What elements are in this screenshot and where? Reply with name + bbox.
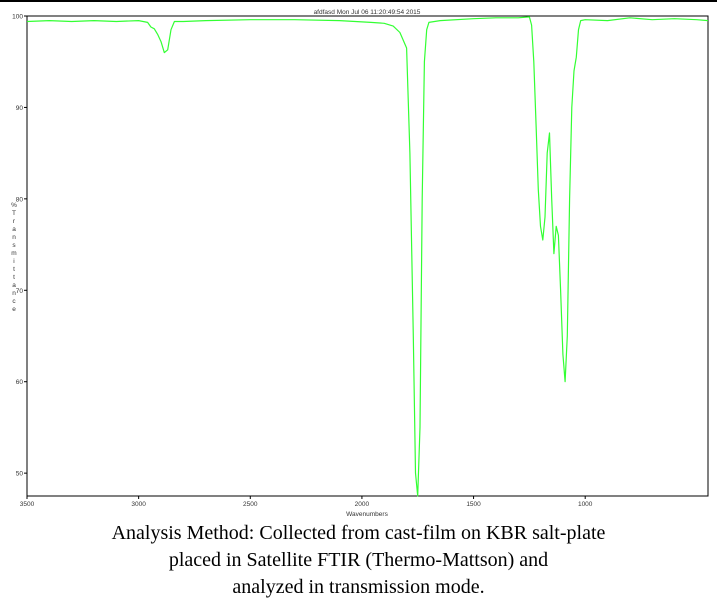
y-axis-label-letter: c — [12, 298, 16, 305]
x-tick-label: 3000 — [131, 501, 146, 508]
y-axis-label-letter: m — [11, 250, 16, 257]
x-axis-ticks: 3500 3000 2500 2000 1500 1000 — [20, 496, 593, 508]
caption-line-1: Analysis Method: Collected from cast-fil… — [111, 522, 606, 544]
x-tick-label: 3500 — [20, 501, 35, 508]
y-axis-ticks: 100 90 80 70 60 50 — [12, 14, 27, 478]
y-axis-label-letter: i — [13, 258, 14, 265]
y-axis-label-letter: a — [12, 226, 16, 233]
y-axis-label-letter: t — [13, 266, 15, 273]
y-axis-label-letter: n — [12, 290, 16, 297]
x-axis-label: Wavenumbers — [346, 511, 388, 518]
chart-title: afdfasd Mon Jul 06 11:20:49:54 2015 — [314, 9, 421, 16]
y-tick-label: 100 — [12, 14, 23, 21]
plot-frame — [26, 15, 709, 497]
y-axis-label-letter: n — [12, 234, 16, 241]
top-border — [0, 0, 717, 2]
y-axis-label-letter: s — [12, 242, 16, 249]
y-axis-label-letter: t — [13, 274, 15, 281]
y-tick-label: 60 — [16, 379, 24, 386]
x-tick-label: 2500 — [243, 501, 258, 508]
y-tick-label: 50 — [16, 471, 24, 478]
ftir-spectrum-chart: afdfasd Mon Jul 06 11:20:49:54 2015 100 9… — [11, 9, 709, 518]
caption-line-3: analyzed in transmission mode. — [232, 576, 485, 598]
series-group — [26, 16, 709, 497]
y-tick-label: 90 — [16, 105, 24, 112]
y-axis-label-letter: T — [12, 210, 16, 217]
x-tick-label: 2000 — [355, 501, 370, 508]
y-axis-label-letter: a — [12, 282, 16, 289]
x-tick-label: 1000 — [578, 501, 593, 508]
y-axis-label-letter: e — [12, 306, 16, 313]
caption-line-2: placed in Satellite FTIR (Thermo-Mattson… — [168, 549, 549, 571]
spectrum-line — [26, 16, 709, 497]
x-tick-label: 1500 — [466, 501, 481, 508]
y-axis-label-letter: r — [13, 218, 16, 225]
y-tick-label: 70 — [16, 288, 24, 295]
y-tick-label: 80 — [16, 196, 24, 203]
y-axis-label-letter: % — [11, 202, 17, 209]
